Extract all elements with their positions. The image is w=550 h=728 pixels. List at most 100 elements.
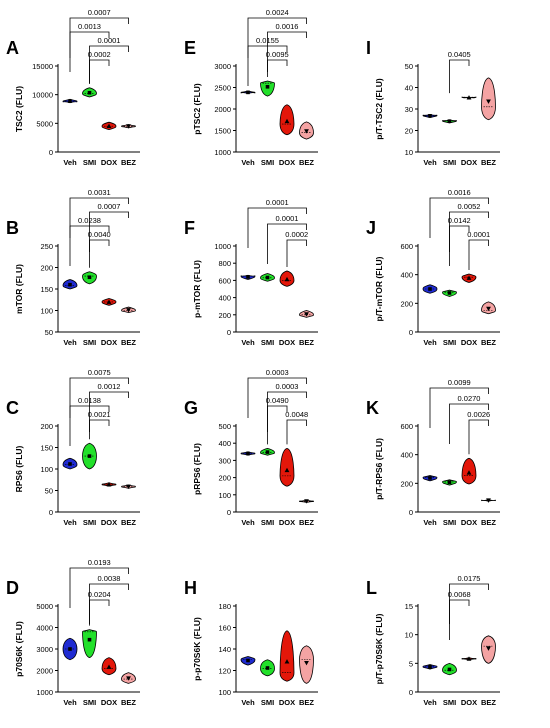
- y-tick-label: 40: [405, 84, 413, 93]
- x-tick-label: BEZ: [481, 518, 496, 527]
- x-tick-label: DOX: [101, 338, 117, 347]
- mean-marker: [126, 484, 131, 490]
- panel-letter: H: [184, 578, 197, 598]
- mean-marker: [447, 667, 452, 672]
- panel-letter: L: [366, 578, 377, 598]
- p-value-label: 0.0238: [78, 216, 101, 225]
- p-value-label: 0.0270: [458, 394, 481, 403]
- p-value-label: 0.0003: [276, 382, 299, 391]
- x-tick-label: BEZ: [299, 698, 314, 707]
- y-tick-label: 10000: [32, 91, 53, 100]
- mean-marker: [284, 276, 290, 282]
- x-tick-label: Veh: [423, 698, 437, 707]
- y-tick-label: 2000: [36, 667, 53, 676]
- mean-marker: [68, 282, 72, 287]
- p-value-label: 0.0002: [285, 230, 308, 239]
- panel-letter: C: [6, 398, 19, 418]
- mean-marker: [486, 306, 491, 312]
- y-axis-label: p/T-RPS6 (FLU): [374, 438, 384, 500]
- y-tick-label: 600: [400, 242, 413, 251]
- panel-letter: B: [6, 218, 19, 238]
- mean-marker: [466, 656, 472, 661]
- panel-f: F 0 200 400 600 800 1000 p-mTOR (FLU) Veh SMI DOX B…: [184, 198, 318, 347]
- x-tick-label: Veh: [63, 338, 77, 347]
- y-tick-label: 1000: [214, 148, 231, 157]
- x-tick-label: SMI: [261, 518, 274, 527]
- y-tick-label: 15000: [32, 62, 53, 71]
- y-tick-label: 300: [218, 456, 231, 465]
- panel-letter: F: [184, 218, 195, 238]
- panel-i: I 10 20 30 40 50 p/T-TSC2 (FLU) Veh SMI DOX BEZ 0.0…: [366, 38, 500, 167]
- panel-letter: G: [184, 398, 198, 418]
- mean-marker: [265, 666, 270, 670]
- y-axis-label: TSC2 (FLU): [14, 86, 24, 132]
- x-tick-label: DOX: [101, 158, 117, 167]
- y-axis-label: pTSC2 (FLU): [192, 83, 202, 135]
- panel-h: H 100 120 140 160 180 p-p70S6K (FLU) Veh SMI DOX B…: [184, 578, 318, 707]
- y-tick-label: 180: [218, 602, 231, 611]
- p-value-label: 0.0031: [88, 188, 111, 197]
- mean-marker: [106, 482, 112, 487]
- y-tick-label: 5000: [36, 119, 53, 128]
- y-tick-label: 0: [409, 328, 413, 337]
- mean-marker: [246, 90, 250, 95]
- x-tick-label: BEZ: [121, 518, 136, 527]
- p-value-label: 0.0405: [448, 50, 471, 59]
- y-tick-label: 20: [405, 127, 413, 136]
- mean-marker: [68, 99, 72, 103]
- mean-marker: [486, 99, 491, 104]
- y-tick-label: 500: [218, 422, 231, 431]
- p-value-label: 0.0013: [78, 22, 101, 31]
- x-tick-label: SMI: [443, 518, 456, 527]
- mean-marker: [304, 660, 309, 666]
- x-tick-label: BEZ: [121, 158, 136, 167]
- mean-marker: [68, 647, 72, 651]
- y-tick-label: 200: [40, 422, 53, 431]
- y-tick-label: 600: [400, 422, 413, 431]
- mean-marker: [447, 291, 452, 295]
- y-tick-label: 600: [218, 276, 231, 285]
- significance-bracket: [449, 599, 470, 640]
- significance-bracket: [468, 419, 489, 455]
- significance-bracket: [89, 59, 110, 84]
- x-tick-label: DOX: [279, 518, 295, 527]
- y-tick-label: 0: [227, 328, 231, 337]
- y-axis-label: RPS6 (FLU): [14, 445, 24, 492]
- x-tick-label: SMI: [443, 158, 456, 167]
- p-value-label: 0.0040: [88, 230, 111, 239]
- x-tick-label: SMI: [83, 518, 96, 527]
- significance-bracket: [69, 225, 110, 266]
- y-tick-label: 100: [218, 491, 231, 500]
- p-value-label: 0.0021: [88, 410, 111, 419]
- significance-bracket: [89, 211, 129, 252]
- mean-marker: [284, 467, 290, 473]
- x-tick-label: BEZ: [299, 518, 314, 527]
- x-tick-label: SMI: [83, 698, 96, 707]
- y-tick-label: 400: [218, 439, 231, 448]
- p-value-label: 0.0016: [276, 22, 299, 31]
- mean-marker: [68, 462, 72, 466]
- x-tick-label: DOX: [279, 158, 295, 167]
- y-tick-label: 50: [45, 328, 53, 337]
- p-value-label: 0.0001: [467, 230, 490, 239]
- violin-dox: [279, 447, 295, 487]
- significance-bracket: [267, 223, 307, 264]
- y-tick-label: 0: [409, 688, 413, 697]
- x-tick-label: Veh: [63, 518, 77, 527]
- mean-marker: [447, 119, 452, 123]
- mean-marker: [126, 124, 131, 129]
- mean-marker: [428, 114, 432, 118]
- mean-marker: [246, 451, 250, 456]
- x-tick-label: DOX: [101, 698, 117, 707]
- y-tick-label: 800: [218, 259, 231, 268]
- p-value-label: 0.0038: [98, 574, 121, 583]
- y-tick-label: 10: [405, 631, 413, 640]
- mean-marker: [428, 664, 432, 669]
- mean-marker: [126, 308, 131, 313]
- mean-marker: [87, 90, 92, 95]
- y-tick-label: 50: [405, 62, 413, 71]
- x-tick-label: BEZ: [299, 338, 314, 347]
- mean-marker: [265, 84, 270, 89]
- significance-bracket: [449, 403, 489, 444]
- x-tick-label: SMI: [261, 338, 274, 347]
